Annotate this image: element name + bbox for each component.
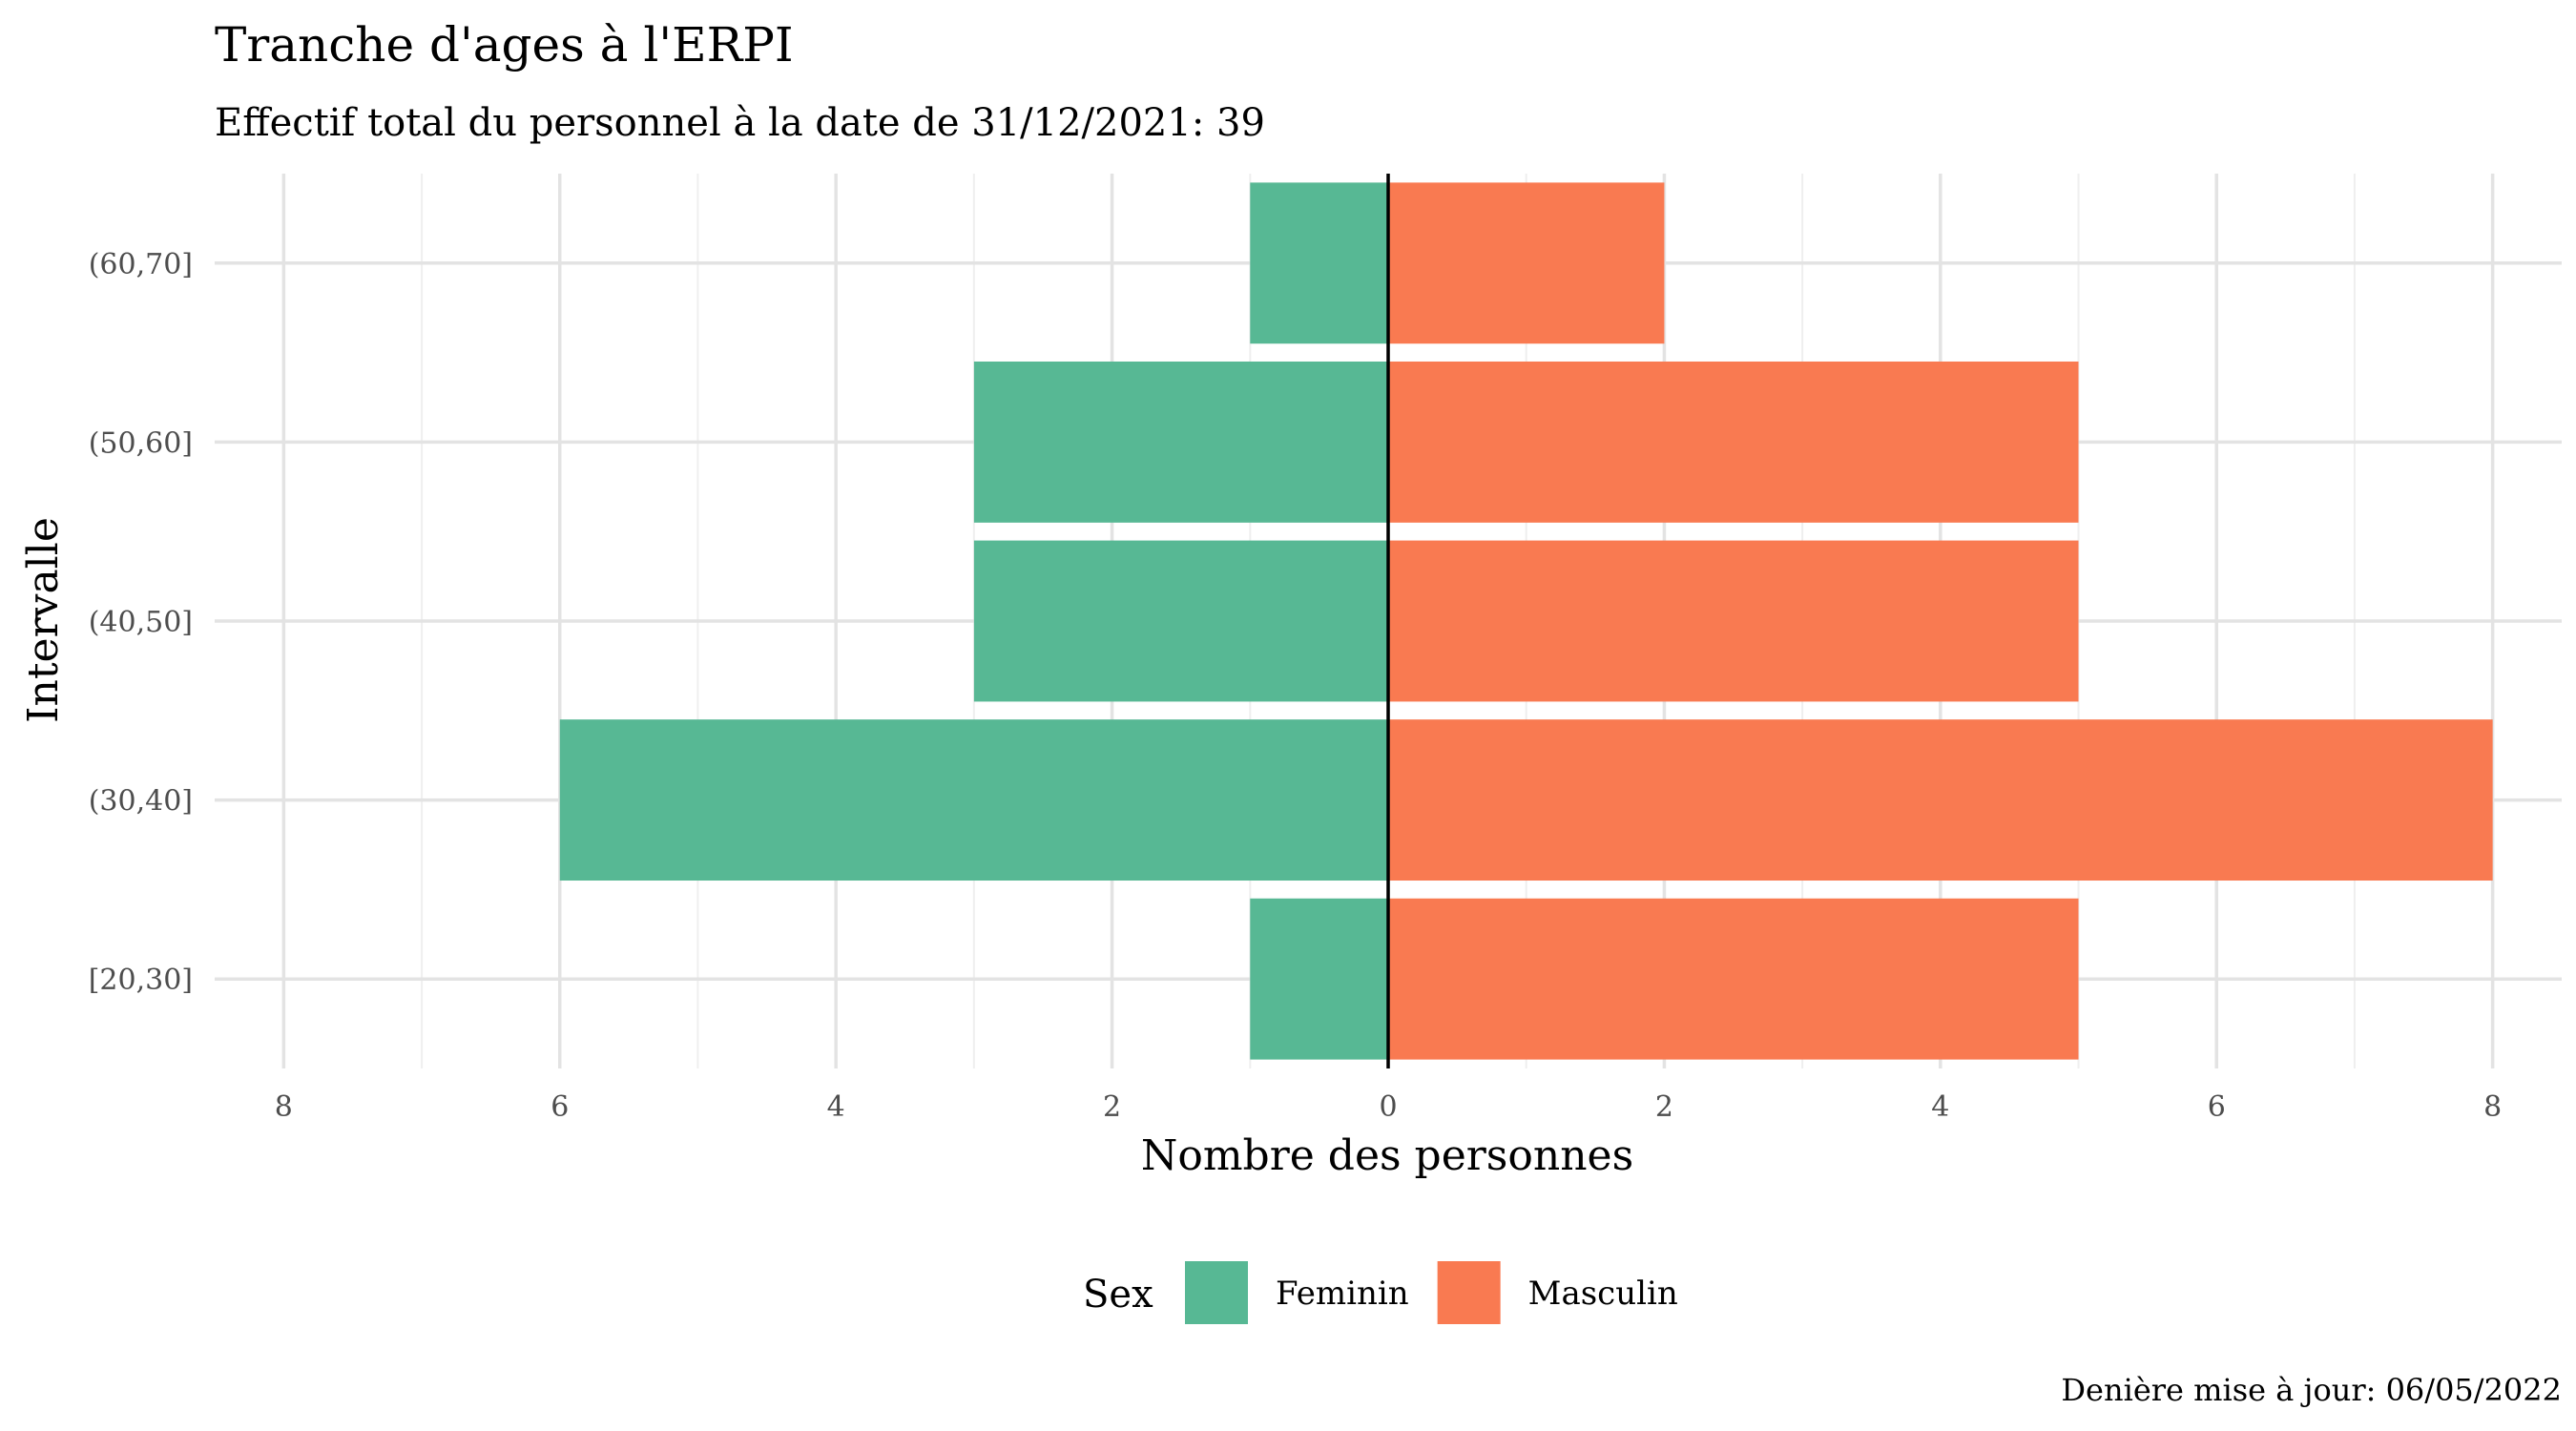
y-tick-labels: [20,30] (30,40] (40,50] (50,60] (60,70] [89, 248, 193, 997]
y-tick-label: (50,60] [89, 426, 193, 460]
x-tick-label: 6 [2208, 1090, 2226, 1124]
x-tick-labels: 8 6 4 2 0 2 4 6 8 [275, 1090, 2502, 1124]
bar-feminin [1250, 182, 1388, 344]
bar-masculin [1388, 540, 2079, 702]
legend-swatch [1437, 1261, 1501, 1324]
legend-swatch [1185, 1261, 1248, 1324]
legend: Sex Feminin Masculin [1083, 1261, 1678, 1324]
x-tick-label: 2 [1103, 1090, 1121, 1124]
bar-masculin [1388, 719, 2493, 881]
y-tick-label: [20,30] [89, 964, 193, 997]
x-tick-label: 2 [1655, 1090, 1673, 1124]
caption: Denière mise à jour: 06/05/2022 [2061, 1372, 2562, 1408]
x-tick-label: 0 [1379, 1090, 1397, 1124]
y-tick-label: (30,40] [89, 785, 193, 819]
x-axis-title: Nombre des personnes [1141, 1131, 1633, 1180]
chart-title: Tranche d'ages à l'ERPI [215, 17, 794, 73]
bar-feminin [1250, 898, 1388, 1060]
x-tick-label: 4 [1931, 1090, 1949, 1124]
chart-subtitle: Effectif total du personnel à la date de… [215, 101, 1265, 145]
plot-area: [20,30] (30,40] (40,50] (50,60] (60,70] 8 6 4 2… [89, 174, 2562, 1124]
bar-masculin [1388, 898, 2079, 1060]
legend-title: Sex [1083, 1273, 1153, 1317]
legend-label: Feminin [1276, 1275, 1409, 1313]
y-tick-label: (40,50] [89, 606, 193, 639]
bar-feminin [973, 540, 1388, 702]
bar-feminin [973, 361, 1388, 523]
y-tick-label: (60,70] [89, 248, 193, 281]
bar-masculin [1388, 182, 1665, 344]
bar-feminin [559, 719, 1388, 881]
legend-label: Masculin [1528, 1275, 1678, 1313]
bars [559, 182, 2493, 1060]
x-tick-label: 6 [551, 1090, 569, 1124]
x-tick-label: 4 [827, 1090, 845, 1124]
bar-masculin [1388, 361, 2079, 523]
y-axis-title: Intervalle [19, 517, 68, 723]
x-tick-label: 8 [2483, 1090, 2502, 1124]
x-tick-label: 8 [275, 1090, 293, 1124]
